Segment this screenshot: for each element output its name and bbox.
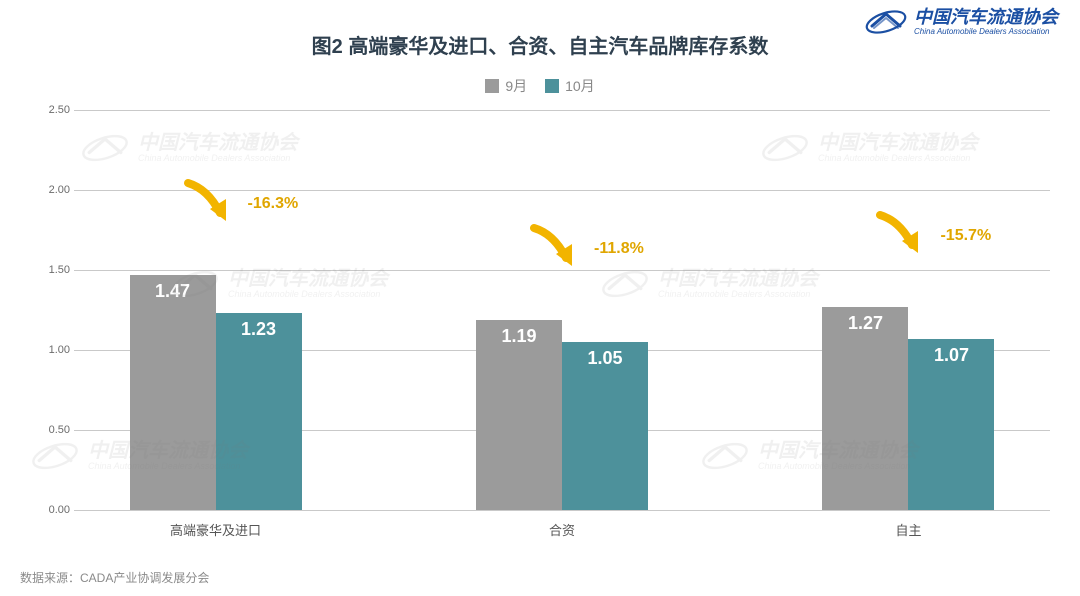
y-tick-label: 2.50: [40, 104, 70, 116]
delta-label: -11.8%: [594, 240, 644, 258]
delta-arrow-icon: [178, 175, 238, 235]
legend: 9月 10月: [0, 76, 1080, 96]
bar-value-label: 1.07: [908, 345, 994, 366]
delta-label: -15.7%: [940, 227, 991, 245]
category-label: 合资: [462, 520, 662, 539]
bar-value-label: 1.27: [822, 313, 908, 334]
legend-item-sep: 9月: [485, 76, 527, 96]
delta-arrow-icon: [870, 207, 930, 267]
legend-swatch-icon: [545, 79, 559, 93]
bar-sep: 1.19: [476, 320, 562, 510]
legend-label: 10月: [565, 76, 595, 96]
legend-label: 9月: [505, 76, 527, 96]
delta-arrow-icon: [524, 220, 584, 280]
bar-value-label: 1.23: [216, 319, 302, 340]
y-tick-label: 1.50: [40, 264, 70, 276]
y-tick-label: 2.00: [40, 184, 70, 196]
legend-swatch-icon: [485, 79, 499, 93]
bar-group: 1.271.07自主 -15.7%: [808, 110, 1008, 510]
legend-item-oct: 10月: [545, 76, 595, 96]
bar-group: 1.191.05合资 -11.8%: [462, 110, 662, 510]
y-tick-label: 0.50: [40, 424, 70, 436]
category-label: 自主: [808, 520, 1008, 539]
plot-area: 0.000.501.001.502.002.501.471.23高端豪华及进口 …: [74, 110, 1050, 510]
y-tick-label: 0.00: [40, 504, 70, 516]
data-source: 数据来源：CADA产业协调发展分会: [20, 569, 209, 586]
chart-title: 图2 高端豪华及进口、合资、自主汽车品牌库存系数: [0, 30, 1080, 59]
bar-value-label: 1.05: [562, 348, 648, 369]
delta-label: -16.3%: [248, 195, 299, 213]
bar-value-label: 1.19: [476, 326, 562, 347]
category-label: 高端豪华及进口: [116, 520, 316, 539]
bar-sep: 1.47: [130, 275, 216, 510]
bar-oct: 1.23: [216, 313, 302, 510]
bar-oct: 1.05: [562, 342, 648, 510]
inventory-bar-chart: 0.000.501.001.502.002.501.471.23高端豪华及进口 …: [40, 110, 1050, 510]
y-tick-label: 1.00: [40, 344, 70, 356]
logo-cn-text: 中国汽车流通协会: [914, 8, 1058, 28]
bar-value-label: 1.47: [130, 281, 216, 302]
bar-oct: 1.07: [908, 339, 994, 510]
grid-line: [74, 510, 1050, 511]
bar-group: 1.471.23高端豪华及进口 -16.3%: [116, 110, 316, 510]
bar-sep: 1.27: [822, 307, 908, 510]
